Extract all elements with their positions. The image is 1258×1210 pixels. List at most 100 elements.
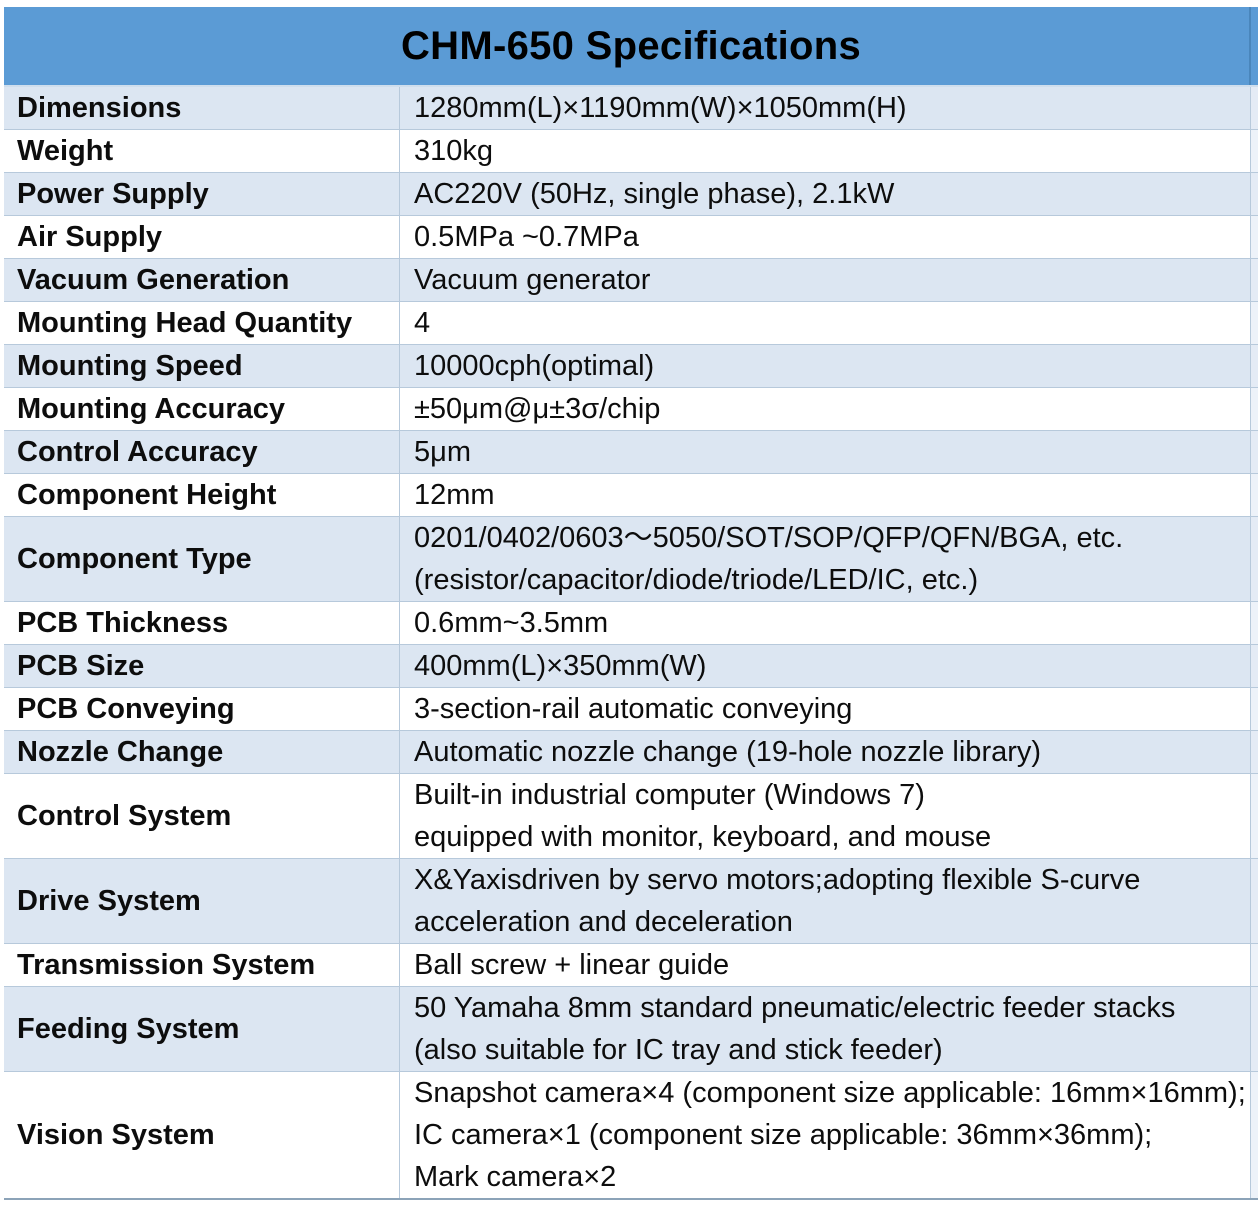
row-right-sliver (1251, 173, 1258, 215)
table-row: PCB Size 400mm(L)×350mm(W) (4, 644, 1258, 687)
spec-table-body: Dimensions 1280mm(L)×1190mm(W)×1050mm(H)… (4, 85, 1258, 1200)
spec-label: Component Type (4, 517, 400, 601)
spec-value-line: Mark camera×2 (414, 1161, 617, 1193)
spec-value-line: acceleration and deceleration (414, 906, 793, 938)
spec-label: Control System (4, 774, 400, 858)
spec-value: Vacuum generator (400, 259, 1251, 301)
spec-value: 4 (400, 302, 1251, 344)
row-right-sliver (1251, 517, 1258, 601)
spec-label: PCB Thickness (4, 602, 400, 644)
spec-value: AC220V (50Hz, single phase), 2.1kW (400, 173, 1251, 215)
row-right-sliver (1251, 388, 1258, 430)
spec-value-line: 50 Yamaha 8mm standard pneumatic/electri… (414, 992, 1176, 1024)
spec-value: Ball screw + linear guide (400, 944, 1251, 986)
table-row: Dimensions 1280mm(L)×1190mm(W)×1050mm(H) (4, 87, 1258, 129)
spec-value: 10000cph(optimal) (400, 345, 1251, 387)
spec-value-line: 12mm (414, 479, 495, 511)
spec-value: 3-section-rail automatic conveying (400, 688, 1251, 730)
row-right-sliver (1251, 859, 1258, 943)
row-right-sliver (1251, 645, 1258, 687)
row-right-sliver (1251, 302, 1258, 344)
spec-value: 1280mm(L)×1190mm(W)×1050mm(H) (400, 87, 1251, 129)
spec-label: Drive System (4, 859, 400, 943)
spec-value-line: equipped with monitor, keyboard, and mou… (414, 821, 992, 853)
spec-value: Automatic nozzle change (19-hole nozzle … (400, 731, 1251, 773)
spec-value-line: ±50μm@μ±3σ/chip (414, 393, 661, 425)
spec-value-line: 0.6mm~3.5mm (414, 607, 609, 639)
spec-value-line: 0201/0402/0603～5050/SOT/SOP/QFP/QFN/BGA,… (414, 522, 1124, 554)
spec-label: Dimensions (4, 87, 400, 129)
spec-value-line: 10000cph(optimal) (414, 350, 655, 382)
table-row: Component Height 12mm (4, 473, 1258, 516)
spec-value-line: (also suitable for IC tray and stick fee… (414, 1034, 943, 1066)
table-row: Transmission System Ball screw + linear … (4, 943, 1258, 986)
row-right-sliver (1251, 688, 1258, 730)
spec-value-line: IC camera×1 (component size applicable: … (414, 1119, 1153, 1151)
spec-label: Vacuum Generation (4, 259, 400, 301)
table-row: Mounting Accuracy ±50μm@μ±3σ/chip (4, 387, 1258, 430)
spec-label: Transmission System (4, 944, 400, 986)
row-right-sliver (1251, 130, 1258, 172)
table-row: Feeding System 50 Yamaha 8mm standard pn… (4, 986, 1258, 1071)
spec-value: Snapshot camera×4 (component size applic… (400, 1072, 1251, 1198)
spec-value: 50 Yamaha 8mm standard pneumatic/electri… (400, 987, 1251, 1071)
spec-value-line: Ball screw + linear guide (414, 949, 730, 981)
table-row: Component Type 0201/0402/0603～5050/SOT/S… (4, 516, 1258, 601)
spec-value: 5μm (400, 431, 1251, 473)
row-right-sliver (1251, 731, 1258, 773)
spec-value: X&Yaxisdriven by servo motors;adopting f… (400, 859, 1251, 943)
spec-label: Mounting Head Quantity (4, 302, 400, 344)
table-row: Mounting Speed 10000cph(optimal) (4, 344, 1258, 387)
spec-value: 0.6mm~3.5mm (400, 602, 1251, 644)
table-row: Mounting Head Quantity 4 (4, 301, 1258, 344)
spec-label: Mounting Speed (4, 345, 400, 387)
spec-value: 0201/0402/0603～5050/SOT/SOP/QFP/QFN/BGA,… (400, 517, 1251, 601)
spec-label: Nozzle Change (4, 731, 400, 773)
table-row: Drive System X&Yaxisdriven by servo moto… (4, 858, 1258, 943)
spec-value-line: AC220V (50Hz, single phase), 2.1kW (414, 178, 895, 210)
table-header: CHM-650 Specifications (4, 7, 1258, 85)
row-right-sliver (1251, 1072, 1258, 1198)
spec-value: Built-in industrial computer (Windows 7)… (400, 774, 1251, 858)
spec-value-line: Built-in industrial computer (Windows 7) (414, 779, 925, 811)
spec-label: Air Supply (4, 216, 400, 258)
spec-value-line: Automatic nozzle change (19-hole nozzle … (414, 736, 1042, 768)
spec-label: Feeding System (4, 987, 400, 1071)
row-right-sliver (1251, 944, 1258, 986)
table-row: Control System Built-in industrial compu… (4, 773, 1258, 858)
spec-label: PCB Conveying (4, 688, 400, 730)
spec-label: Component Height (4, 474, 400, 516)
spec-value-line: (resistor/capacitor/diode/triode/LED/IC,… (414, 564, 979, 596)
row-right-sliver (1251, 431, 1258, 473)
spec-value: 310kg (400, 130, 1251, 172)
table-row: Vacuum Generation Vacuum generator (4, 258, 1258, 301)
spec-label: Mounting Accuracy (4, 388, 400, 430)
table-row: Vision System Snapshot camera×4 (compone… (4, 1071, 1258, 1198)
table-row: Nozzle Change Automatic nozzle change (1… (4, 730, 1258, 773)
spec-value-line: 310kg (414, 135, 494, 167)
spec-label: Vision System (4, 1072, 400, 1198)
spec-value-line: Snapshot camera×4 (component size applic… (414, 1077, 1246, 1109)
row-right-sliver (1251, 474, 1258, 516)
table-row: PCB Conveying 3-section-rail automatic c… (4, 687, 1258, 730)
spec-value-line: 5μm (414, 436, 471, 468)
spec-value: 0.5MPa ~0.7MPa (400, 216, 1251, 258)
spec-value: 12mm (400, 474, 1251, 516)
spec-value-line: 400mm(L)×350mm(W) (414, 650, 707, 682)
spec-value-line: X&Yaxisdriven by servo motors;adopting f… (414, 864, 1141, 896)
row-right-sliver (1251, 602, 1258, 644)
page-title: CHM-650 Specifications (400, 23, 862, 68)
table-row: Power Supply AC220V (50Hz, single phase)… (4, 172, 1258, 215)
row-right-sliver (1251, 216, 1258, 258)
header-right-divider (1249, 7, 1251, 85)
row-right-sliver (1251, 987, 1258, 1071)
spec-value-line: Vacuum generator (414, 264, 651, 296)
spec-value-line: 0.5MPa ~0.7MPa (414, 221, 639, 253)
spec-label: Control Accuracy (4, 431, 400, 473)
row-right-sliver (1251, 87, 1258, 129)
row-right-sliver (1251, 259, 1258, 301)
row-right-sliver (1251, 774, 1258, 858)
table-row: Weight 310kg (4, 129, 1258, 172)
spec-label: Power Supply (4, 173, 400, 215)
